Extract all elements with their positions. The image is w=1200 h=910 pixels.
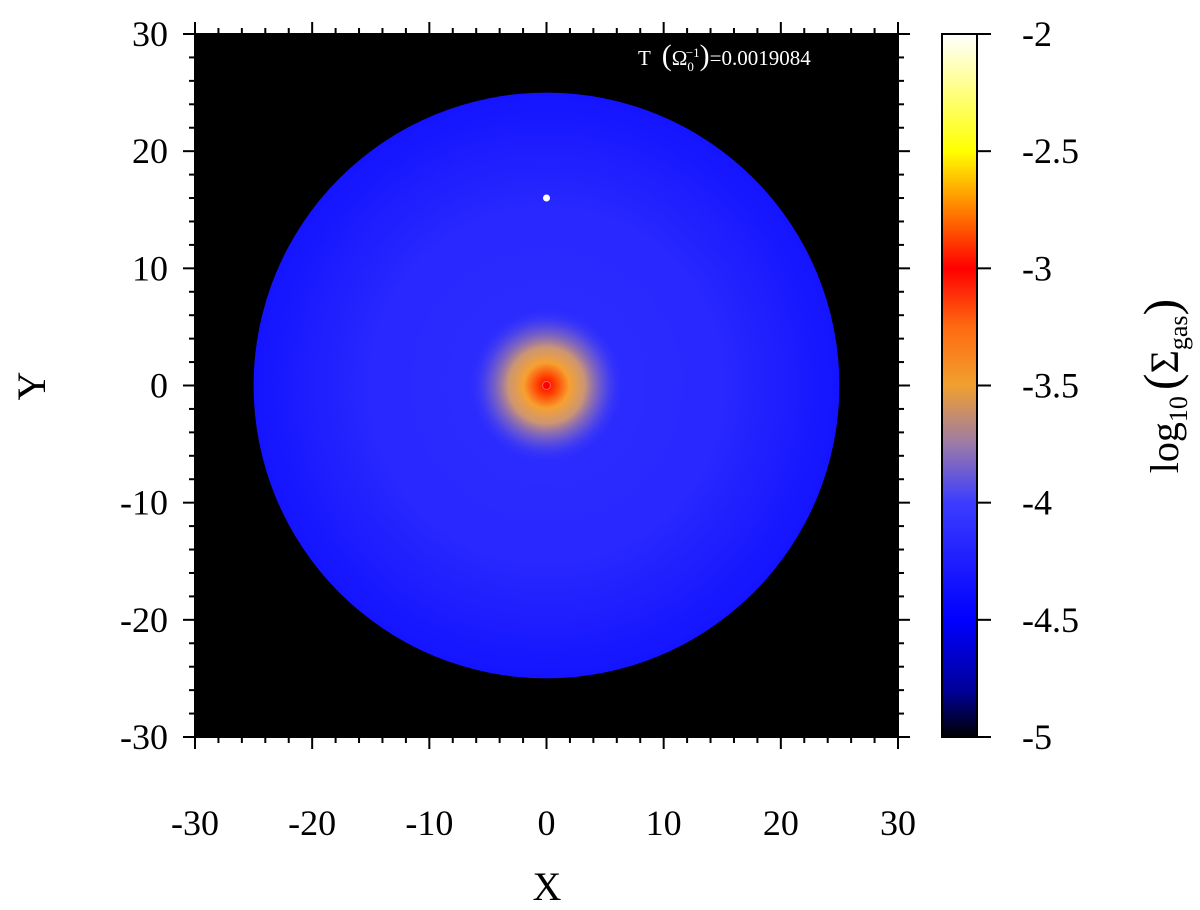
colorbar-tick-label: -3 — [1022, 248, 1052, 288]
omega-superscript: −1 — [686, 45, 700, 60]
colorbar-tick-label: -4 — [1022, 483, 1052, 523]
plot-area — [195, 34, 898, 737]
colorbar-title-sigma-sub: gas — [1164, 315, 1193, 350]
x-tick-label: 0 — [538, 803, 556, 843]
paren-left: ( — [662, 39, 672, 72]
colorbar-ticks — [977, 33, 991, 738]
y-tick-label: 30 — [132, 14, 168, 54]
colorbar-tick-label: -5 — [1022, 717, 1052, 757]
axis-ticks — [183, 22, 910, 749]
y-tick-label: 10 — [132, 248, 168, 288]
time-annotation-prefix: T — [638, 46, 651, 70]
x-tick-label: 20 — [763, 803, 799, 843]
time-annotation: T (Ω0−1)=0.0019084 — [638, 39, 811, 74]
y-axis-label: Y — [9, 372, 54, 401]
colorbar-tick-label: -2.5 — [1022, 131, 1079, 171]
omega-symbol: Ω — [672, 46, 688, 70]
colorbar-title-sigma: Σ — [1142, 350, 1187, 373]
x-axis-label: X — [533, 864, 562, 909]
x-tick-label: 30 — [880, 803, 916, 843]
x-tick-labels: -30 -20 -10 0 10 20 30 — [171, 803, 916, 843]
colorbar-title-log-sub: 10 — [1164, 396, 1193, 422]
x-tick-label: -20 — [288, 803, 336, 843]
y-tick-label: 20 — [132, 131, 168, 171]
y-tick-label: 0 — [150, 366, 168, 406]
colorbar-tick-labels: -2 -2.5 -3 -3.5 -4 -4.5 -5 — [1022, 14, 1079, 757]
y-tick-labels: -30 -20 -10 0 10 20 30 — [120, 14, 168, 757]
y-tick-label: -30 — [120, 717, 168, 757]
time-annotation-value: =0.0019084 — [710, 46, 812, 70]
x-tick-label: -30 — [171, 803, 219, 843]
x-tick-label: -10 — [405, 803, 453, 843]
omega-subscript: 0 — [687, 59, 694, 74]
colorbar-tick-label: -2 — [1022, 14, 1052, 54]
colorbar-tick-label: -3.5 — [1022, 366, 1079, 406]
y-tick-label: -10 — [120, 483, 168, 523]
colorbar-gradient — [942, 34, 977, 737]
colorbar-title-paren-left: ( — [1133, 373, 1189, 390]
colorbar-title-paren-right: ) — [1133, 299, 1189, 316]
colorbar: -2 -2.5 -3 -3.5 -4 -4.5 -5 — [941, 14, 1079, 757]
colorbar-title: log10 (Σgas) — [1133, 299, 1193, 473]
x-tick-label: 10 — [646, 803, 682, 843]
planet-marker — [543, 194, 550, 202]
paren-right: ) — [700, 39, 710, 72]
central-peak-dot — [542, 381, 551, 390]
colorbar-title-log: log — [1142, 422, 1187, 473]
y-tick-label: -20 — [120, 600, 168, 640]
colorbar-tick-label: -4.5 — [1022, 600, 1079, 640]
